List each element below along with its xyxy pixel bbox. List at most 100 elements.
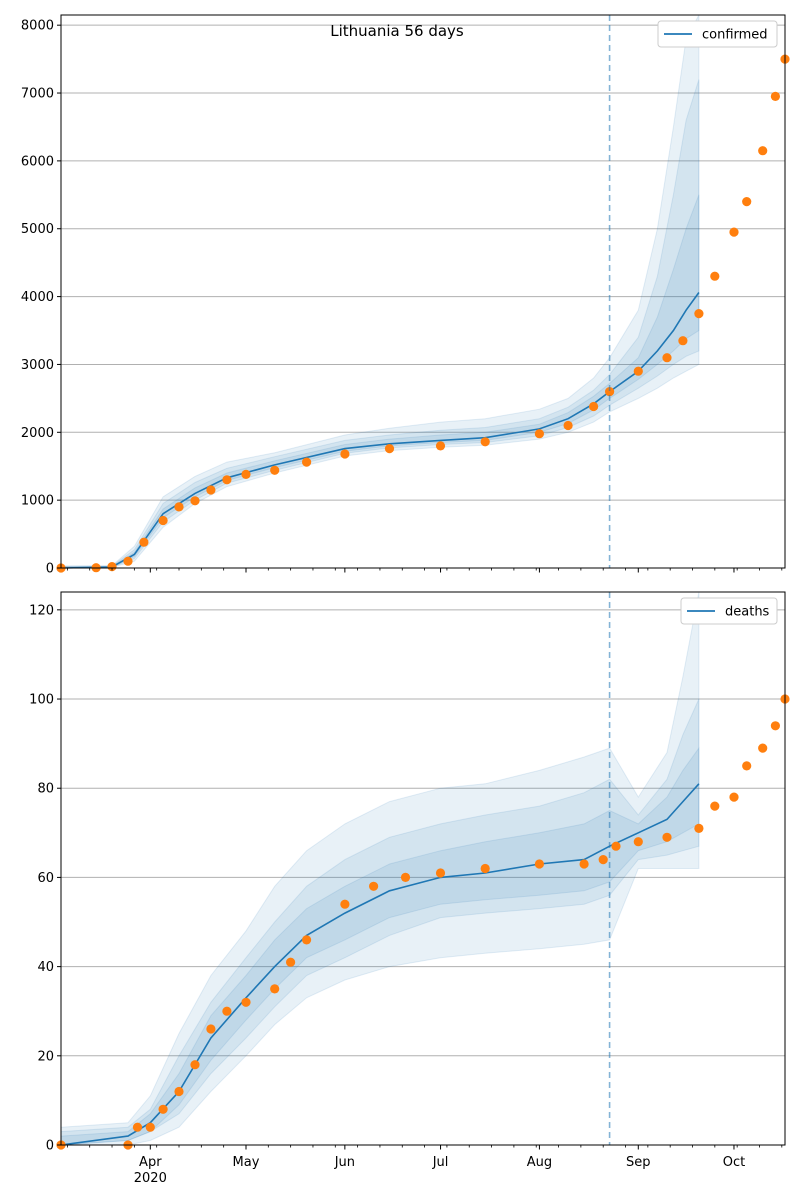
observed-point [729,227,739,237]
y-axis-ticks: 0 1000 2000 3000 4000 5000 6000 7000 8000 [21,19,61,577]
observed-point [534,859,545,869]
y-tick-label: 8000 [21,19,54,34]
panel-confirmed: 0 1000 2000 3000 4000 5000 6000 7000 8000 Lithua… [21,14,790,577]
observed-point [534,429,545,439]
chart-title: Lithuania 56 days [330,22,464,40]
x-tick-label: Oct [723,1155,745,1170]
observed-point [270,465,280,475]
observed-point [206,485,216,495]
legend: deaths [680,597,778,625]
observed-point [270,984,280,994]
x-tick-year-label: 2020 [134,1171,167,1186]
x-tick-label: Aug [527,1155,552,1170]
legend-box [657,20,778,48]
y-tick-label: 5000 [21,222,54,237]
observed-point [384,444,395,454]
observed-point [369,881,379,891]
observed-point [145,1122,155,1132]
observed-points [56,694,790,1150]
observed-point [678,336,688,346]
y-tick-label: 0 [46,562,54,577]
observed-point [435,868,446,878]
y-gridlines [61,609,785,1057]
y-tick-label: 7000 [21,87,54,102]
observed-point [598,855,608,865]
observed-point [589,401,599,412]
observed-point [241,469,251,479]
observed-point [611,841,621,851]
observed-point [302,457,312,467]
axes-frame [60,591,786,1146]
x-tick-label: Jul [432,1155,449,1170]
y-tick-label: 40 [37,960,54,975]
model-median-line [60,292,700,569]
observed-point [107,562,117,572]
legend-box [680,597,778,625]
axes-frame [60,14,786,569]
observed-point [770,721,781,731]
observed-point [206,1024,216,1034]
observed-point [694,823,704,834]
observed-point [340,449,350,459]
uncertainty-band [60,194,700,569]
observed-point [694,309,704,319]
observed-point [241,997,251,1007]
observed-point [480,437,490,447]
uncertainty-band [60,79,700,569]
observed-point [758,743,768,753]
y-tick-label: 20 [37,1049,54,1064]
y-tick-label: 120 [29,603,54,618]
observed-point [662,353,672,363]
observed-point [758,146,768,156]
observed-point [286,957,296,967]
observed-point [302,935,312,945]
y-gridlines [61,24,785,501]
y-axis-ticks: 0 20 40 60 80 100 120 [29,603,61,1154]
observed-point [662,832,672,842]
x-tick-label: Apr [139,1155,162,1170]
y-tick-label: 0 [46,1139,54,1154]
y-tick-label: 4000 [21,290,54,305]
y-tick-label: 3000 [21,358,54,373]
x-tick-label: Jun [334,1155,355,1170]
y-tick-label: 80 [37,782,54,797]
observed-point [633,366,643,376]
observed-point [770,91,781,101]
observed-point [123,556,133,566]
y-tick-label: 100 [29,693,54,708]
observed-point [633,837,643,847]
observed-point [605,387,615,397]
observed-point [742,197,752,207]
observed-point [435,441,446,451]
observed-point [174,1086,184,1097]
y-tick-label: 1000 [21,494,54,509]
legend-label-confirmed: confirmed [702,28,768,43]
observed-point [132,1122,143,1132]
y-tick-label: 60 [37,871,54,886]
observed-points [56,54,790,573]
observed-point [710,271,720,281]
observed-point [158,1104,168,1114]
observed-point [579,859,589,869]
observed-point [222,475,232,485]
observed-point [400,872,411,883]
uncertainty-bands [60,591,700,1146]
observed-point [190,1060,200,1070]
uncertainty-band [60,591,700,1146]
x-axis-ticks [66,568,783,573]
y-tick-label: 2000 [21,426,54,441]
x-tick-label: May [233,1155,260,1170]
y-tick-label: 6000 [21,154,54,169]
legend-label-deaths: deaths [725,605,770,620]
observed-point [742,761,752,771]
legend: confirmed [657,20,778,48]
model-line [60,292,700,569]
observed-point [174,502,184,512]
observed-point [729,792,739,802]
observed-point [222,1006,232,1016]
observed-point [158,515,168,526]
